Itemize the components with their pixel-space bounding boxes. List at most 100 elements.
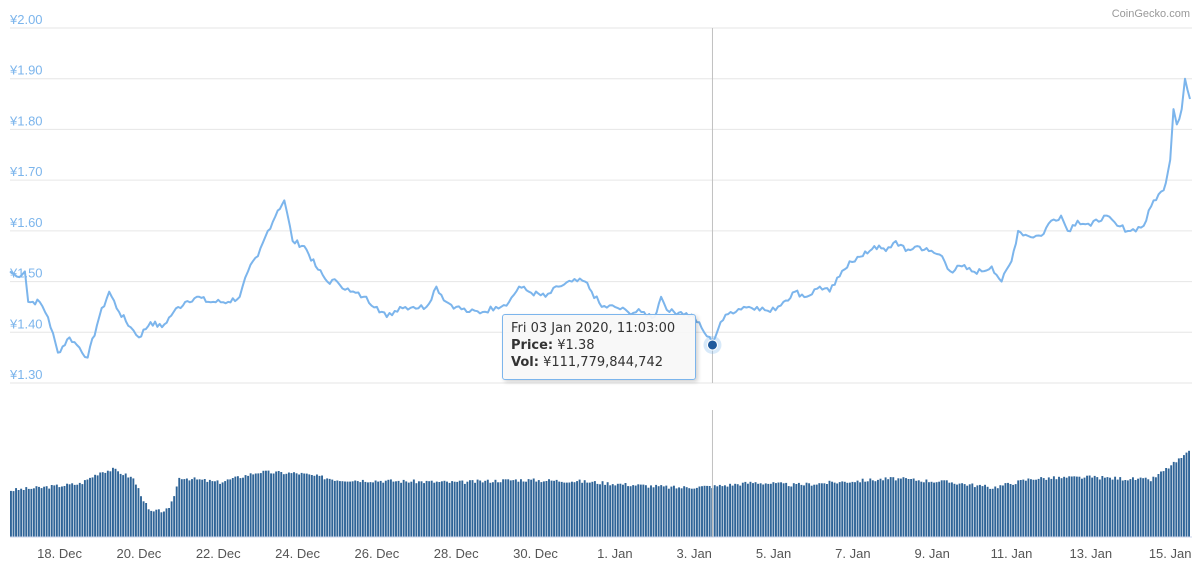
volume-bar: [759, 483, 762, 537]
volume-bar: [1157, 474, 1160, 537]
volume-bar: [407, 482, 410, 537]
volume-bar: [185, 478, 188, 537]
volume-bar: [150, 510, 153, 537]
volume-bar: [224, 481, 227, 537]
volume-bar: [1070, 476, 1073, 537]
x-tick-label: 28. Dec: [434, 546, 479, 561]
volume-bar: [1154, 477, 1157, 537]
volume-bar: [695, 487, 698, 537]
volume-bar: [387, 479, 390, 537]
x-tick-label: 11. Jan: [991, 546, 1033, 561]
volume-bar: [244, 475, 247, 537]
volume-bar: [27, 488, 30, 537]
volume-bar: [254, 473, 257, 537]
volume-bar: [871, 480, 874, 537]
volume-bar: [777, 482, 780, 537]
volume-bar: [94, 474, 97, 537]
volume-bar: [272, 473, 275, 537]
volume-bar: [769, 483, 772, 537]
volume-bar: [767, 483, 770, 537]
volume-bar: [685, 487, 688, 537]
volume-bar: [683, 486, 686, 537]
volume-bar: [726, 486, 729, 537]
volume-bar: [808, 483, 811, 537]
volume-bar: [1032, 479, 1035, 537]
volume-bar: [843, 481, 846, 537]
volume-bar: [532, 478, 535, 537]
volume-bar: [430, 480, 433, 537]
volume-bar: [346, 481, 349, 537]
volume-bar: [1007, 482, 1009, 537]
volume-bar: [81, 484, 84, 537]
volume-bar: [535, 481, 538, 537]
x-tick-label: 26. Dec: [354, 546, 399, 561]
volume-bar: [420, 481, 423, 537]
volume-bar: [142, 501, 145, 537]
volume-bar: [10, 490, 12, 537]
volume-bar: [973, 487, 976, 537]
volume-bar: [1058, 476, 1060, 537]
volume-bar: [652, 487, 655, 537]
volume-bar: [193, 477, 196, 537]
volume-bar: [369, 482, 372, 537]
x-tick-label: 22. Dec: [196, 546, 241, 561]
volume-bar: [188, 480, 191, 537]
volume-bar: [785, 482, 788, 537]
volume-bar: [323, 479, 326, 537]
volume-bar: [165, 508, 168, 537]
volume-bar: [642, 484, 645, 537]
volume-bar: [247, 475, 250, 537]
y-tick-label: ¥1.80: [9, 113, 43, 128]
volume-bar: [173, 496, 176, 537]
credit-label[interactable]: CoinGecko.com: [1112, 8, 1190, 20]
y-tick-label: ¥1.60: [9, 215, 43, 230]
volume-bar: [270, 473, 272, 537]
volume-bar: [525, 481, 527, 537]
volume-bar: [1149, 481, 1152, 537]
volume-bar: [290, 473, 293, 537]
price-line[interactable]: [9, 77, 1191, 359]
volume-bar: [555, 479, 558, 537]
volume-bar: [295, 473, 298, 537]
volume-bar: [1160, 471, 1162, 537]
volume-bar: [583, 480, 586, 537]
volume-bar: [815, 484, 818, 537]
volume-bar: [198, 479, 201, 537]
volume-bar: [749, 481, 752, 537]
volume-bar: [412, 479, 415, 537]
volume-bar: [792, 483, 795, 537]
volume-bar: [859, 482, 862, 537]
volume-bar: [1027, 478, 1030, 537]
volume-bar: [688, 488, 691, 537]
volume-bar: [1063, 476, 1066, 537]
volume-bar: [586, 482, 589, 537]
volume-bar: [89, 477, 91, 537]
volume-bar: [423, 483, 425, 537]
volume-bar: [1142, 478, 1145, 537]
volume-bar: [331, 479, 334, 537]
volume-bar: [800, 484, 803, 537]
volume-bar: [548, 479, 550, 537]
volume-bar: [83, 480, 86, 537]
volume-bar: [1101, 476, 1104, 537]
volume-bar: [152, 511, 155, 537]
volume-bar: [219, 483, 221, 537]
volume-bar: [655, 484, 658, 537]
volume-bar: [537, 480, 540, 537]
volume-bar: [522, 481, 525, 537]
volume-bar: [1188, 450, 1190, 537]
volume-bar: [50, 485, 53, 537]
volume-bar: [456, 481, 459, 537]
volume-bar: [392, 481, 395, 537]
volume-bar: [221, 482, 224, 537]
volume-bar: [338, 481, 341, 537]
volume-bar: [132, 478, 135, 537]
volume-bar: [945, 480, 948, 537]
volume-bar: [453, 481, 456, 537]
volume-bar: [805, 482, 808, 537]
volume-bar: [999, 485, 1002, 537]
volume-bar: [280, 472, 283, 537]
volume-bar: [45, 486, 48, 537]
volume-bar: [163, 511, 165, 537]
hover-marker[interactable]: [706, 339, 718, 351]
